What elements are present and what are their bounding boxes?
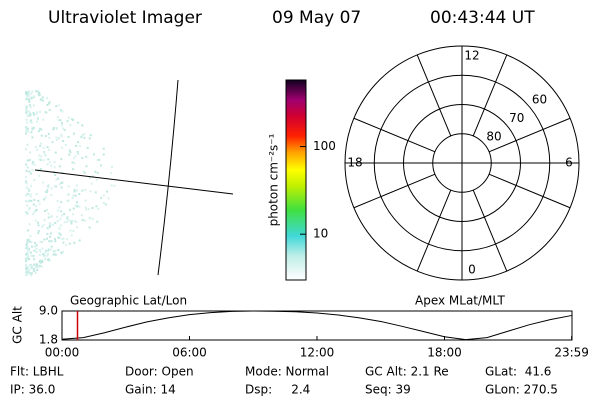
timeline-frame bbox=[61, 310, 573, 341]
x-tick-label: 12:00 bbox=[300, 346, 335, 360]
colorbar-label: photon cm⁻²s⁻¹ bbox=[267, 133, 281, 226]
polar-spoke bbox=[416, 54, 452, 137]
polar-ring-label: 60 bbox=[532, 93, 547, 107]
polar-mlt-label: 12 bbox=[464, 49, 479, 63]
timeline-right-title: Apex MLat/MLT bbox=[415, 294, 505, 308]
colorbar bbox=[285, 79, 307, 281]
y-tick-label: 9.0 bbox=[39, 304, 58, 318]
y-tick-label: 1.8 bbox=[39, 333, 58, 347]
polar-spoke bbox=[472, 54, 508, 137]
geo-meridian bbox=[157, 79, 179, 276]
colorbar-tick-label: 100 bbox=[313, 139, 336, 153]
polar-spoke bbox=[353, 173, 436, 209]
status-field: GC Alt: 2.1 Re bbox=[365, 365, 449, 379]
polar-spoke bbox=[472, 189, 508, 272]
x-tick-label: 00:00 bbox=[45, 346, 80, 360]
polar-spoke bbox=[353, 117, 436, 153]
status-field: GLat: 41.6 bbox=[485, 365, 551, 379]
image-pixels bbox=[25, 90, 116, 277]
x-tick-label: 18:00 bbox=[427, 346, 462, 360]
x-tick-label: 23:59 bbox=[554, 346, 589, 360]
polar-spoke bbox=[416, 189, 452, 272]
status-field: Gain: 14 bbox=[125, 383, 176, 397]
status-field: Seq: 39 bbox=[365, 383, 411, 397]
polar-mlt-label: 6 bbox=[565, 156, 573, 170]
polar-ring-label: 80 bbox=[486, 130, 501, 144]
timeline-left-title: Geographic Lat/Lon bbox=[70, 294, 187, 308]
colorbar-tick-label: 10 bbox=[313, 227, 328, 241]
status-field: Mode: Normal bbox=[245, 365, 329, 379]
polar-spoke bbox=[488, 173, 571, 209]
altitude-line bbox=[61, 310, 573, 341]
x-tick-label: 06:00 bbox=[172, 346, 207, 360]
status-field: Door: Open bbox=[125, 365, 194, 379]
polar-spoke bbox=[488, 117, 571, 153]
status-field: Flt: LBHL bbox=[10, 365, 64, 379]
status-field: GLon: 270.5 bbox=[485, 383, 558, 397]
status-field: IP: 36.0 bbox=[10, 383, 55, 397]
time: 00:43:44 UT bbox=[430, 8, 535, 28]
status-field: Dsp: 2.4 bbox=[245, 383, 310, 397]
polar-ring-label: 70 bbox=[509, 111, 524, 125]
polar-mlt-label: 0 bbox=[468, 263, 476, 277]
date: 09 May 07 bbox=[272, 8, 361, 28]
timeline-ylabel: GC Alt bbox=[11, 306, 25, 344]
geo-parallel bbox=[34, 169, 234, 195]
instrument: Ultraviolet Imager bbox=[48, 8, 202, 28]
polar-mlt-label: 18 bbox=[347, 156, 362, 170]
